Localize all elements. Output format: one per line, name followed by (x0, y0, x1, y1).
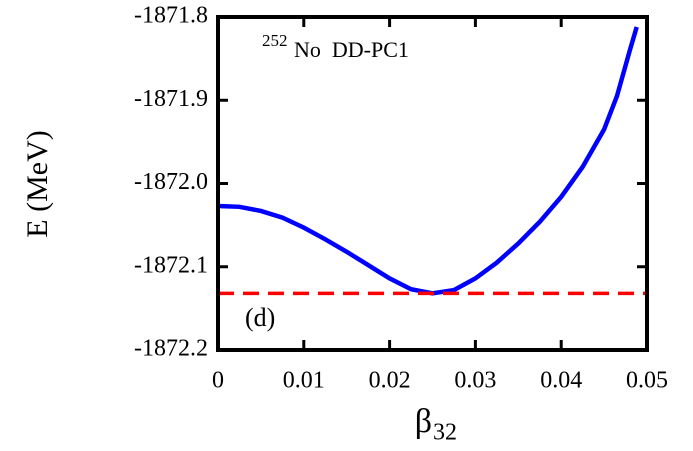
y-tick-label: -1871.9 (134, 86, 208, 112)
series-line (217, 26, 639, 296)
x-tick-label: 0.02 (369, 368, 411, 394)
panel-label: (d) (245, 303, 275, 332)
x-tick-label: 0.04 (540, 368, 582, 394)
y-tick-label: -1871.8 (134, 3, 208, 29)
y-tick-label: -1872.1 (134, 252, 208, 278)
annotation: No DD-PC1 (294, 37, 409, 62)
y-tick-label: -1872.0 (134, 169, 208, 195)
x-tick-label: 0.05 (626, 368, 668, 394)
plot-frame (216, 15, 649, 352)
annotation-superscript: 252 (262, 31, 288, 50)
x-tick-label: 0.03 (454, 368, 496, 394)
x-tick-label: 0.01 (283, 368, 325, 394)
x-axis-label-subscript: 32 (433, 420, 457, 446)
x-tick-label: 0 (212, 368, 224, 394)
x-axis-label: β (415, 403, 432, 440)
y-tick-label: -1872.2 (134, 336, 208, 362)
y-axis-label: E (MeV) (21, 130, 54, 237)
